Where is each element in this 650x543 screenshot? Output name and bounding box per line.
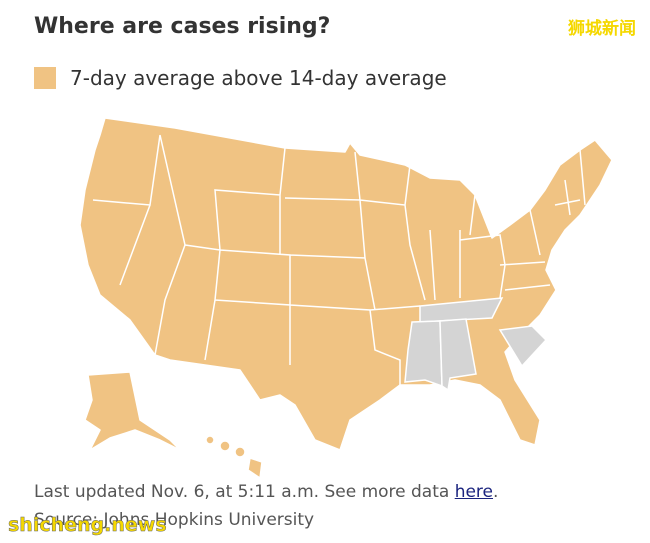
footer-updated: Last updated Nov. 6, at 5:11 a.m. See mo… — [34, 482, 498, 502]
state-alabama — [439, 318, 477, 392]
title: Where are cases rising? — [34, 14, 331, 39]
updated-text: Last updated Nov. 6, at 5:11 a.m. See mo… — [34, 482, 450, 502]
legend: 7-day average above 14-day average — [34, 66, 447, 90]
more-data-link[interactable]: here — [454, 482, 494, 502]
footer-source: Source: Johns Hopkins University — [34, 510, 315, 530]
alaska — [84, 371, 181, 451]
period: . — [493, 482, 499, 502]
legend-label: 7-day average above 14-day average — [70, 66, 447, 90]
watermark-bottom: shicheng.news — [8, 514, 167, 537]
state-south-carolina — [498, 325, 548, 368]
state-borders — [92, 134, 586, 385]
hawaii — [205, 435, 263, 479]
watermark-top: 狮城新闻 — [568, 19, 636, 39]
state-mississippi — [404, 320, 443, 388]
legend-swatch — [34, 67, 56, 89]
state-tennessee — [419, 297, 504, 323]
us-mainland — [79, 117, 613, 451]
